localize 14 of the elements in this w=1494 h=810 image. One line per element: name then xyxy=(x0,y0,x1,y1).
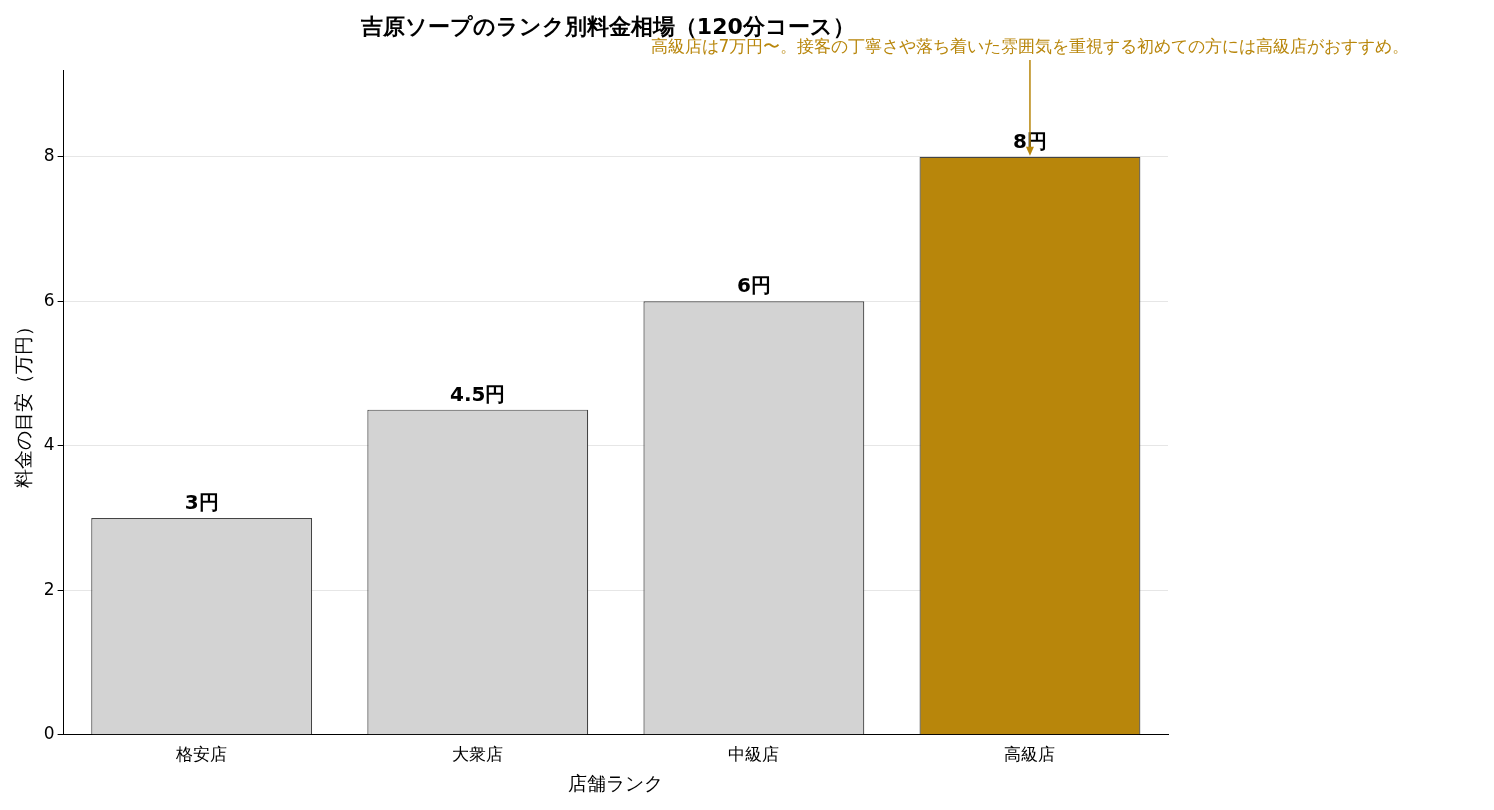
y-tick-label: 2 xyxy=(43,578,55,599)
y-axis-title: 料金の目安（万円） xyxy=(12,316,35,488)
data-label: 4.5円 xyxy=(450,381,506,406)
data-label: 3円 xyxy=(184,490,219,515)
y-tick-label: 8 xyxy=(43,145,55,166)
y-tick-label: 4 xyxy=(43,434,55,455)
y-tick-label: 0 xyxy=(43,723,55,744)
x-tick-label: 格安店 xyxy=(175,744,228,765)
x-tick-label: 高級店 xyxy=(1004,744,1056,765)
x-axis-title: 店舗ランク xyxy=(568,771,664,794)
x-tick-label: 大衆店 xyxy=(452,744,504,765)
data-label: 6円 xyxy=(736,273,771,298)
y-tick-label: 6 xyxy=(43,289,55,310)
x-tick-label: 中級店 xyxy=(728,744,780,765)
